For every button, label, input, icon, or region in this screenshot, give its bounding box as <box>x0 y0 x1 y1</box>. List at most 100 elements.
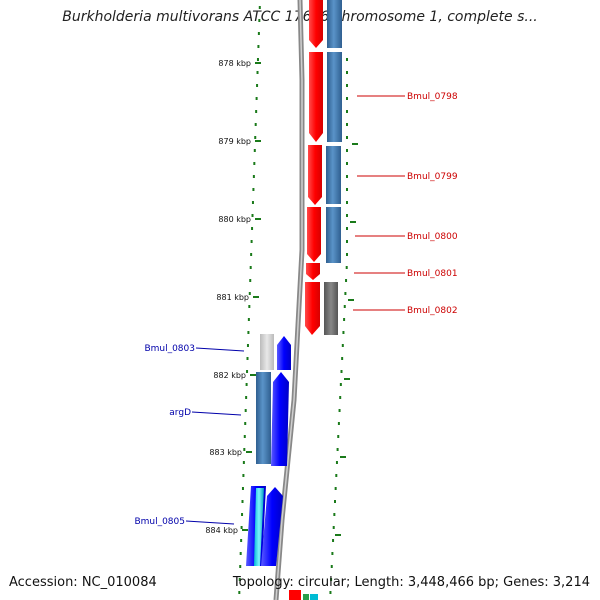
scale-dot <box>243 435 246 438</box>
scale-dot <box>246 370 249 373</box>
scale-dot <box>332 539 335 542</box>
scale-dot <box>257 45 260 48</box>
scale-dot <box>240 539 243 542</box>
gene-label[interactable]: Bmul_0805 <box>134 517 185 527</box>
scale-dot <box>346 149 348 152</box>
scale-dot <box>250 253 253 256</box>
scale-dot <box>346 97 348 100</box>
gene-label[interactable]: Bmul_0799 <box>407 172 458 182</box>
scale-dot <box>240 526 243 529</box>
scale-dot <box>241 513 244 516</box>
scale-dot <box>241 487 244 490</box>
scale-dot <box>258 19 261 22</box>
scale-dot <box>329 591 332 594</box>
scale-dot <box>249 279 252 282</box>
scale-dot <box>346 240 348 243</box>
label-leader-line <box>191 411 242 416</box>
scale-dot <box>346 188 348 191</box>
scale-tick-label: 881 kbp <box>216 293 249 302</box>
scale-dot <box>344 292 347 295</box>
track-right <box>305 0 342 335</box>
cds-feature[interactable] <box>324 282 338 335</box>
scale-dot <box>346 253 348 256</box>
gene-feature[interactable] <box>271 372 289 466</box>
scale-dot <box>333 513 336 516</box>
scale-dot <box>238 591 241 594</box>
gene-label[interactable]: Bmul_0802 <box>407 306 458 316</box>
gene-labels-left: Bmul_0803 argD Bmul_0805 <box>134 344 245 527</box>
scale-dot <box>256 84 259 87</box>
gene-label[interactable]: Bmul_0798 <box>407 92 458 102</box>
gene-feature[interactable] <box>277 336 291 370</box>
scale-dot <box>238 578 241 581</box>
scale-dot <box>248 305 251 308</box>
scale-dot <box>245 383 248 386</box>
gene-feature[interactable] <box>306 263 320 280</box>
scale-dot <box>343 305 346 308</box>
cds-feature[interactable] <box>256 372 271 464</box>
scale-tick-label: 883 kbp <box>209 448 242 457</box>
scale-dot <box>339 396 342 399</box>
scale-dot <box>248 292 251 295</box>
cds-feature[interactable] <box>260 334 274 370</box>
chromosome-backbone <box>273 0 305 600</box>
scale-dot <box>332 526 335 529</box>
gene-label[interactable]: Bmul_0803 <box>144 344 195 354</box>
scale-dot <box>244 422 247 425</box>
scale-dot <box>335 461 338 464</box>
scale-dot <box>331 552 334 555</box>
gene-feature[interactable] <box>261 487 283 566</box>
gene-label[interactable]: Bmul_0800 <box>407 232 458 242</box>
scale-dot <box>334 487 337 490</box>
scale-dot <box>247 318 250 321</box>
gene-label[interactable]: Bmul_0801 <box>407 269 458 279</box>
scale-dot <box>242 461 245 464</box>
scale-dot <box>346 201 348 204</box>
scale-dot <box>342 331 345 334</box>
scale-dot <box>254 136 257 139</box>
gene-feature[interactable] <box>308 145 322 205</box>
scale-dot <box>241 500 244 503</box>
scale-tick-label: 884 kbp <box>205 526 238 535</box>
scale-dot <box>337 422 340 425</box>
scale-dot <box>346 58 348 61</box>
scale-dot <box>253 149 256 152</box>
scale-dot <box>341 357 344 360</box>
cds-feature[interactable] <box>326 207 341 263</box>
gene-feature[interactable] <box>307 207 321 262</box>
scale-ticks: 878 kbp 879 kbp 880 kbp 881 kbp 882 kbp 883 k… <box>205 59 261 535</box>
scale-tick-label: 880 kbp <box>218 215 251 224</box>
scale-dot <box>242 474 245 477</box>
scale-dot <box>338 409 341 412</box>
scale-dot <box>253 162 256 165</box>
genome-stats-text: Topology: circular; Length: 3,448,466 bp… <box>232 575 590 590</box>
scale-dot <box>258 6 261 9</box>
scale-tick-label: 882 kbp <box>213 371 246 380</box>
scale-dot <box>249 266 252 269</box>
gene-feature[interactable] <box>254 488 264 566</box>
cds-feature[interactable] <box>327 0 342 48</box>
scale-dot <box>256 71 259 74</box>
scale-dot <box>334 500 336 503</box>
scale-dot <box>251 227 254 230</box>
scale-dot <box>247 331 250 334</box>
scale-dot <box>346 162 348 165</box>
cds-feature[interactable] <box>326 146 341 204</box>
scale-dot <box>252 188 255 191</box>
scale-dot <box>252 175 255 178</box>
label-leader-line <box>195 347 245 352</box>
gene-feature[interactable] <box>309 52 323 142</box>
scale-dot <box>340 370 343 373</box>
scale-dot <box>239 565 242 568</box>
scale-dot <box>254 123 257 126</box>
scale-dot <box>346 110 348 113</box>
scale-dot <box>341 344 344 347</box>
gene-feature[interactable] <box>305 282 320 335</box>
scale-dot <box>244 409 247 412</box>
gene-label[interactable]: argD <box>169 408 191 418</box>
accession-text: Accession: NC_010084 <box>9 575 157 590</box>
gene-feature[interactable] <box>309 0 323 48</box>
scale-dot <box>251 214 254 217</box>
cds-feature[interactable] <box>327 52 342 142</box>
